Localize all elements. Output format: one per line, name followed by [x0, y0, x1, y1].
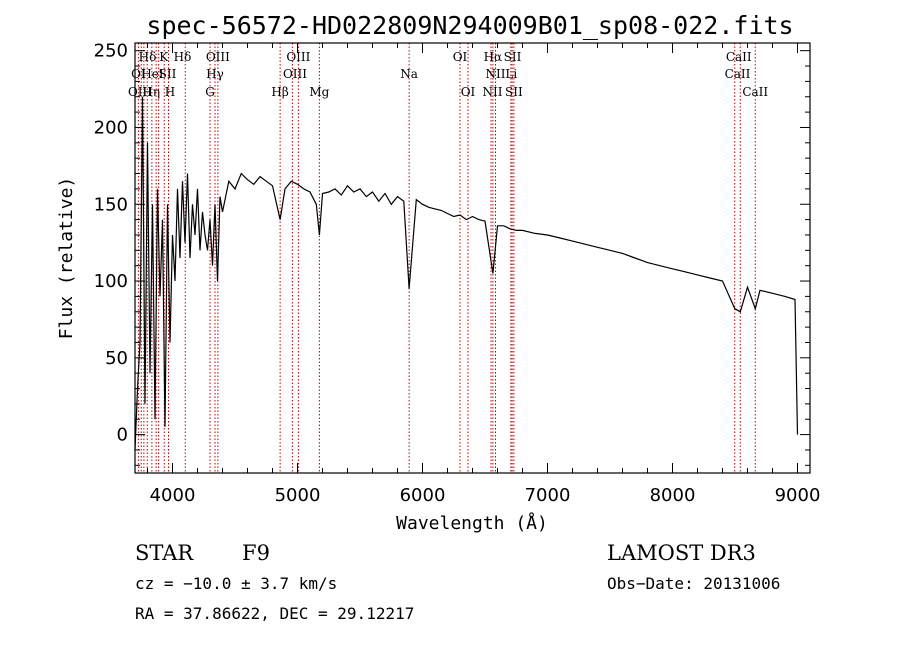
line-label: Hδ — [174, 50, 192, 64]
line-label: K — [159, 50, 169, 64]
object-class: STAR — [135, 541, 194, 565]
line-label: OI — [453, 50, 468, 64]
cz-value: cz = −10.0 ± 3.7 km/s — [135, 574, 337, 593]
x-tick-label: 5000 — [275, 485, 321, 506]
line-label: G — [205, 85, 215, 99]
spectral-line-markers — [137, 43, 756, 473]
y-tick-label: 50 — [105, 348, 128, 369]
axis-tick-labels: 4000 5000 6000 7000 8000 9000 0 50 100 150 200 250 — [94, 41, 821, 506]
line-label: Hδ — [139, 50, 157, 64]
obs-date: Obs−Date: 20131006 — [607, 574, 780, 593]
line-label: CaII — [725, 67, 751, 81]
y-tick-label: 250 — [94, 41, 128, 62]
line-label: Li — [505, 67, 517, 81]
y-tick-label: 100 — [94, 271, 128, 292]
line-label: Mg — [309, 85, 329, 99]
object-subclass: F9 — [242, 541, 270, 565]
x-tick-label: 9000 — [775, 485, 821, 506]
line-label: Hα — [484, 50, 503, 64]
line-label: CaII — [742, 85, 768, 99]
line-label: SII — [505, 85, 523, 99]
line-label: H — [165, 85, 175, 99]
axis-ticks — [135, 43, 810, 473]
x-axis-label: Wavelength (Å) — [396, 512, 548, 534]
line-label: SII — [504, 50, 522, 64]
line-label: Hβ — [271, 85, 288, 99]
x-tick-label: 6000 — [400, 485, 446, 506]
line-label: Na — [400, 67, 418, 81]
line-label: OIII — [283, 67, 307, 81]
line-label: OIII — [206, 50, 230, 64]
y-tick-label: 200 — [94, 117, 128, 138]
line-label: NII — [486, 67, 506, 81]
line-label: SII — [159, 67, 177, 81]
x-tick-label: 4000 — [150, 485, 196, 506]
line-label: Hγ — [206, 67, 224, 81]
survey-label: LAMOST DR3 — [607, 541, 756, 565]
spectrum-line — [134, 96, 799, 451]
line-label: CaII — [726, 50, 752, 64]
line-label: Hη — [142, 85, 160, 99]
chart-title: spec-56572-HD022809N294009B01_sp08-022.f… — [146, 11, 793, 40]
plot-frame — [134, 42, 811, 474]
x-tick-label: 8000 — [650, 485, 696, 506]
y-tick-label: 0 — [117, 425, 128, 446]
line-label: OI — [461, 85, 476, 99]
line-label: NII — [483, 85, 503, 99]
line-label: HeI — [141, 67, 164, 81]
y-axis-label: Flux (relative) — [56, 177, 77, 340]
radec-value: RA = 37.86622, DEC = 29.12217 — [135, 604, 414, 623]
line-label: OIII — [286, 50, 310, 64]
line-label: OIII — [128, 85, 152, 99]
y-tick-label: 150 — [94, 194, 128, 215]
x-tick-label: 7000 — [525, 485, 571, 506]
